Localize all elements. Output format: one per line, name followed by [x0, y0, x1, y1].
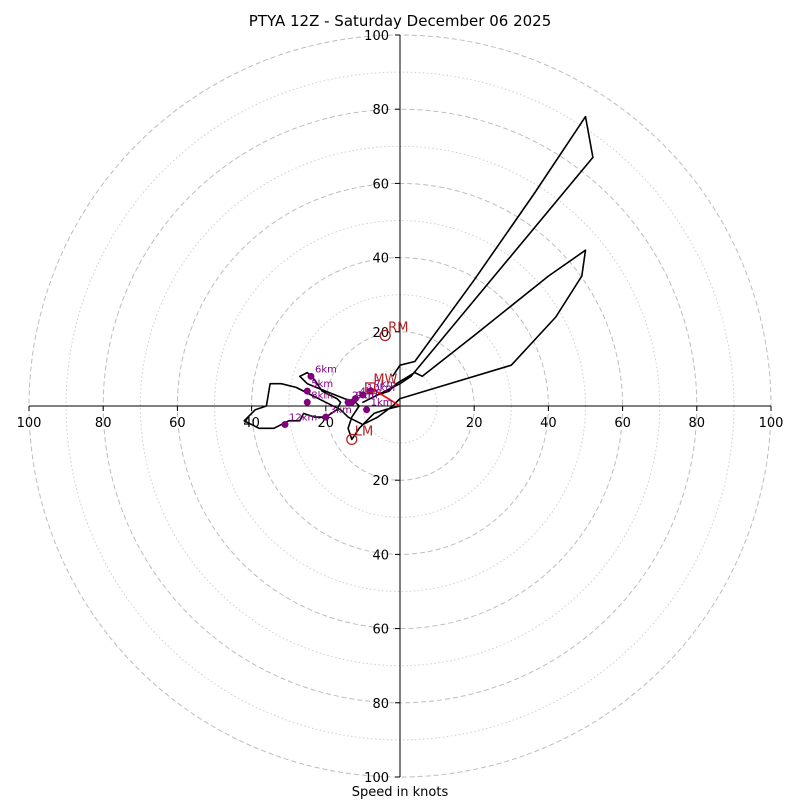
- x-tick-label: 60: [169, 416, 186, 431]
- height-marker-dot: [359, 391, 367, 399]
- hodograph-layer: [243, 115, 594, 441]
- height-marker-label: 3km: [330, 405, 352, 416]
- height-marker-dot: [307, 372, 315, 380]
- x-tick-label: 60: [614, 416, 631, 431]
- height-marker-label: 7km: [374, 379, 396, 390]
- x-tick-label: 100: [17, 416, 42, 431]
- y-tick-label: 60: [372, 623, 389, 638]
- x-tick-label: 20: [466, 416, 483, 431]
- height-marker-dot: [366, 387, 374, 395]
- mean-wind-marker: [365, 382, 376, 393]
- chart-title: PTYA 12Z - Saturday December 06 2025: [249, 12, 552, 30]
- storm-motion-label: MW: [373, 372, 397, 387]
- height-marker-label: 5km: [311, 379, 333, 390]
- height-marker-label: 12km: [289, 413, 317, 424]
- y-tick-label: 100: [364, 29, 389, 44]
- height-marker-label: 1km: [371, 398, 393, 409]
- left-mover-marker: [346, 433, 358, 446]
- height-marker-label: 8km: [311, 390, 333, 401]
- x-tick-label: 80: [689, 416, 706, 431]
- height-marker-dot: [363, 406, 371, 414]
- storm-motion-label: RM: [388, 321, 408, 336]
- tick-labels: 100 80 60 40 20 20 40 60 80 100100806040202040608…: [17, 29, 784, 786]
- x-tick-label: 20: [318, 416, 335, 431]
- x-tick-label: 80: [95, 416, 112, 431]
- right-mover-marker: [379, 329, 391, 342]
- height-marker-dot: [348, 398, 356, 406]
- y-tick-label: 80: [372, 103, 389, 118]
- hodograph-trace: [243, 115, 594, 441]
- height-marker-label: 9km: [356, 390, 378, 401]
- y-tick-label: 80: [372, 697, 389, 712]
- height-marker-dot: [303, 387, 311, 395]
- y-tick-label: 40: [372, 548, 389, 563]
- y-tick-label: 20: [372, 474, 389, 489]
- y-tick-label: 100: [364, 771, 389, 786]
- height-marker-label: 6km: [315, 364, 337, 375]
- height-marker-dot: [303, 398, 311, 406]
- x-tick-label: 40: [540, 416, 557, 431]
- y-tick-label: 40: [372, 252, 389, 267]
- height-marker-dot: [322, 413, 330, 421]
- x-axis-label: Speed in knots: [352, 785, 449, 800]
- y-tick-label: 60: [372, 177, 389, 192]
- height-marker-dot: [281, 421, 289, 429]
- storm-motion-label: LM: [355, 424, 373, 439]
- x-tick-label: 100: [759, 416, 784, 431]
- storm-motion-layer: RM LM MW: [346, 321, 408, 446]
- height-marker-label: 10km: [367, 383, 395, 394]
